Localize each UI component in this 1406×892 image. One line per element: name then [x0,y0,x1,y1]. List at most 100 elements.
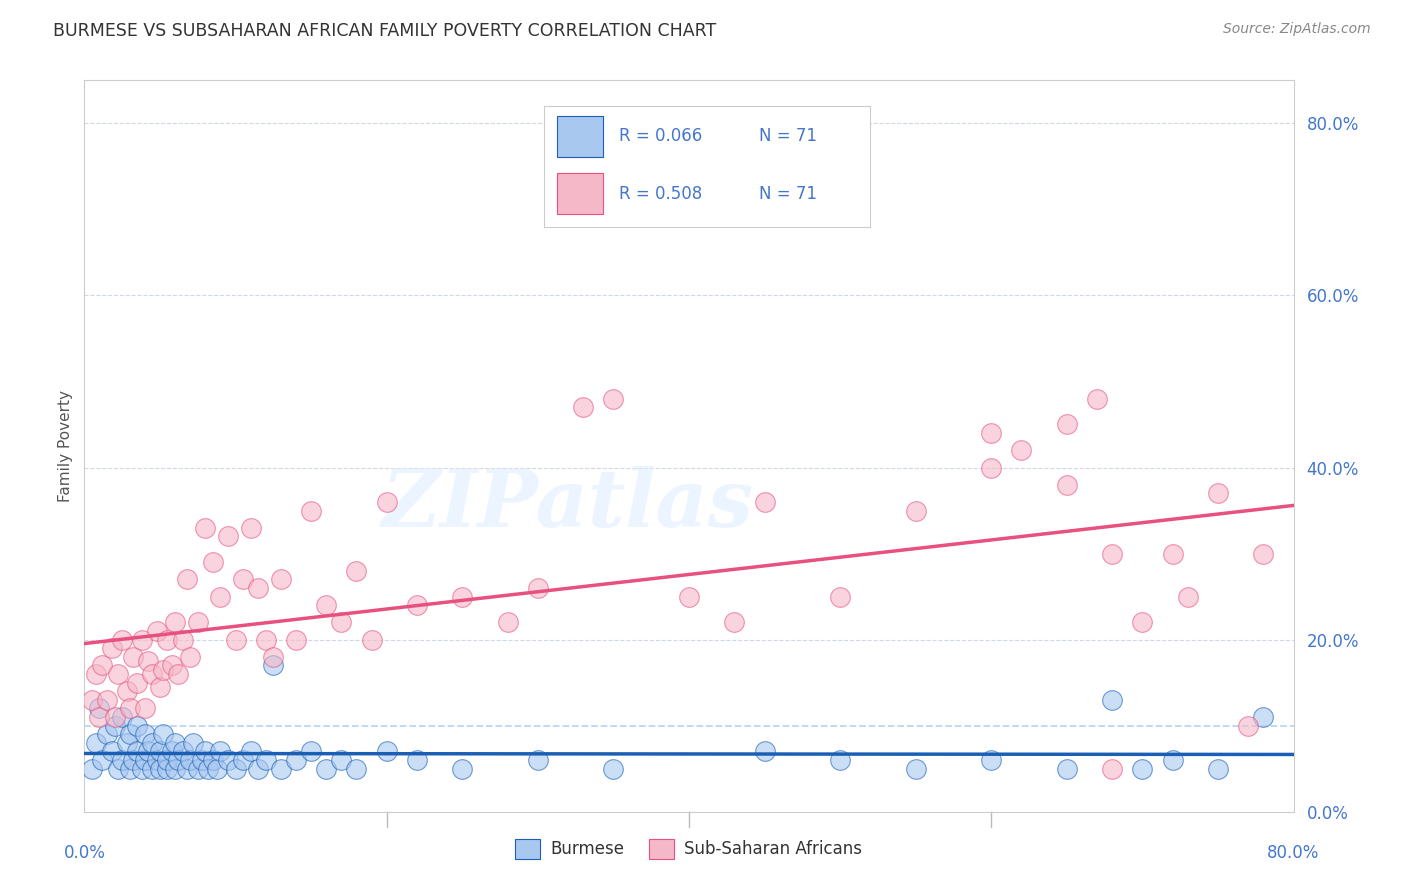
Point [165,762,187,776]
Point [96,727,118,741]
Point [176,573,198,587]
Point [209,590,232,604]
Point [1101,762,1123,776]
Point [160,744,183,758]
Point [980,460,1002,475]
Point [118,701,141,715]
Point [115,684,138,698]
Point [1206,762,1229,776]
Point [131,762,153,776]
Point [451,762,474,776]
Point [167,753,190,767]
Point [136,654,159,668]
Point [602,392,624,406]
Point [152,663,174,677]
Legend: Burmese, Sub-Saharan Africans: Burmese, Sub-Saharan Africans [509,832,869,865]
Point [1056,477,1078,491]
Point [127,719,149,733]
Point [1206,486,1229,500]
Point [201,555,224,569]
Text: BURMESE VS SUBSAHARAN AFRICAN FAMILY POVERTY CORRELATION CHART: BURMESE VS SUBSAHARAN AFRICAN FAMILY POV… [53,22,717,40]
Point [187,762,209,776]
Point [156,753,179,767]
Point [723,615,745,630]
Text: 80.0%: 80.0% [1267,845,1320,863]
Point [346,564,368,578]
Point [315,598,337,612]
Point [141,667,163,681]
Point [149,762,172,776]
Point [100,641,122,656]
Point [406,753,429,767]
Point [179,753,201,767]
Point [127,675,149,690]
Point [830,753,852,767]
Point [262,658,284,673]
Point [754,495,776,509]
Point [232,753,254,767]
Point [80,762,103,776]
Point [225,762,247,776]
Point [217,753,239,767]
Point [104,719,127,733]
Point [451,590,474,604]
Point [115,736,138,750]
Point [191,753,214,767]
Point [270,762,292,776]
Point [111,753,134,767]
Point [247,762,270,776]
Point [1237,719,1260,733]
Point [980,426,1002,441]
Point [146,624,169,638]
Point [134,701,156,715]
Point [1161,547,1184,561]
Point [1161,753,1184,767]
Point [80,693,103,707]
Point [86,667,108,681]
Point [299,744,322,758]
Point [1177,590,1199,604]
Point [1101,693,1123,707]
Point [262,649,284,664]
Point [239,744,262,758]
Point [346,762,368,776]
Point [330,615,353,630]
Point [197,762,219,776]
Point [187,615,209,630]
Point [239,521,262,535]
Point [91,753,114,767]
Point [104,710,127,724]
Point [201,753,224,767]
Point [134,727,156,741]
Point [176,762,198,776]
Point [678,590,700,604]
Point [247,581,270,595]
Point [146,753,169,767]
Point [134,753,156,767]
Point [980,753,1002,767]
Point [1056,417,1078,432]
Point [89,701,111,715]
Point [1253,710,1275,724]
Point [111,710,134,724]
Point [209,744,232,758]
Point [127,744,149,758]
Point [315,762,337,776]
Point [1253,547,1275,561]
Point [299,503,322,517]
Point [270,573,292,587]
Point [904,762,927,776]
Point [167,667,190,681]
Text: ZIPatlas: ZIPatlas [382,466,754,543]
Point [89,710,111,724]
Point [165,736,187,750]
Point [141,736,163,750]
Point [572,401,595,415]
Point [375,744,398,758]
Point [156,762,179,776]
Point [118,727,141,741]
Text: 0.0%: 0.0% [63,845,105,863]
Point [406,598,429,612]
Point [96,693,118,707]
Point [1101,547,1123,561]
